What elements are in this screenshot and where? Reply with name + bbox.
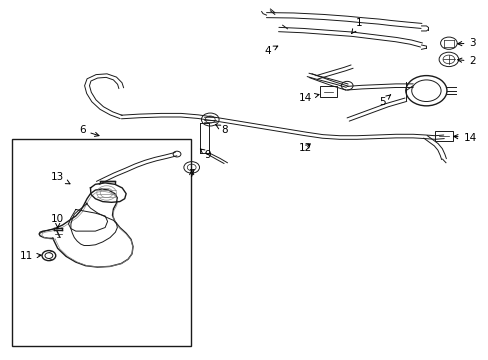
Text: 2: 2	[457, 56, 475, 66]
Text: 6: 6	[79, 125, 99, 136]
Text: 8: 8	[215, 125, 227, 135]
Text: 10: 10	[51, 214, 64, 228]
Text: 13: 13	[51, 172, 70, 184]
Text: 14: 14	[298, 93, 318, 103]
Text: 1: 1	[351, 18, 362, 33]
Text: 12: 12	[298, 143, 312, 153]
Bar	[12, 139, 190, 346]
Text: 14: 14	[453, 132, 476, 143]
Bar	[319, 86, 337, 97]
Text: 11: 11	[20, 251, 41, 261]
Text: 3: 3	[457, 38, 475, 48]
Text: 4: 4	[264, 46, 277, 56]
Text: 5: 5	[378, 95, 390, 107]
Bar	[434, 131, 452, 141]
Text: 9: 9	[200, 149, 211, 160]
Text: 7: 7	[188, 168, 195, 179]
